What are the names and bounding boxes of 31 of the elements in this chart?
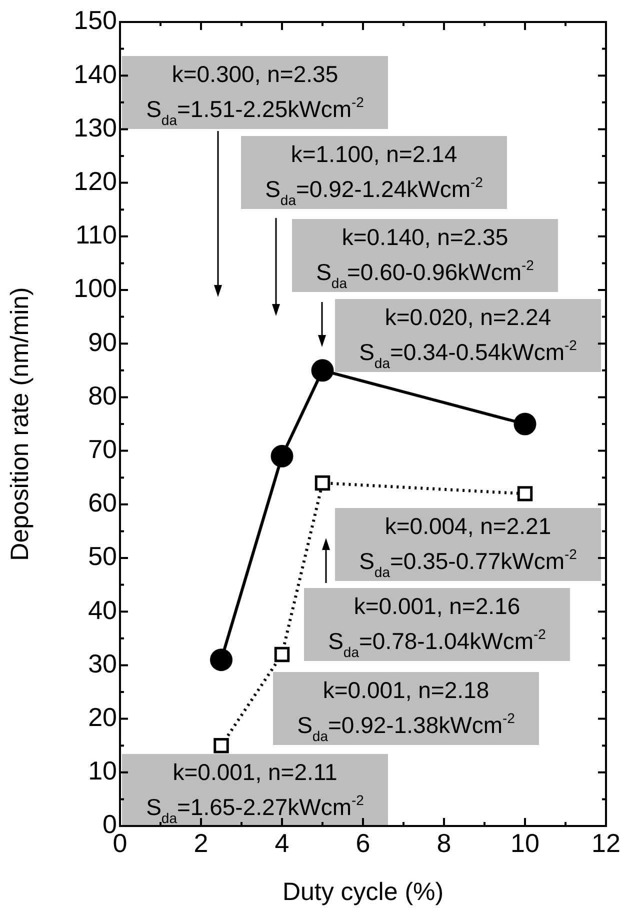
y-tick-label: 80 bbox=[88, 380, 117, 410]
x-tick-label: 2 bbox=[194, 828, 208, 858]
point bbox=[210, 648, 232, 672]
x-tick-label: 8 bbox=[436, 828, 452, 858]
y-tick-label: 90 bbox=[88, 326, 117, 357]
y-tick-label: 150 bbox=[74, 5, 117, 36]
point bbox=[314, 475, 330, 491]
point bbox=[274, 646, 290, 662]
y-tick-label: 130 bbox=[74, 112, 117, 142]
x-tick-label: 12 bbox=[592, 828, 620, 858]
point bbox=[270, 444, 294, 468]
y-axis-title: Deposition rate (nm/min) bbox=[6, 287, 34, 561]
x-axis-title: Duty cycle (%) bbox=[282, 878, 444, 906]
y-tick-label: 140 bbox=[74, 58, 117, 89]
y-tick-label: 30 bbox=[88, 648, 117, 678]
x-tick-label: 10 bbox=[510, 828, 540, 858]
point bbox=[517, 486, 533, 502]
y-tick-label: 20 bbox=[88, 702, 117, 732]
y-tick-label: 120 bbox=[74, 166, 117, 196]
x-tick-label: 4 bbox=[274, 828, 290, 858]
point bbox=[311, 359, 334, 382]
y-tick-label: 10 bbox=[88, 756, 117, 786]
y-tick-label: 100 bbox=[74, 273, 117, 304]
point bbox=[514, 412, 536, 436]
y-tick-label: 50 bbox=[88, 541, 117, 572]
x-tick-label: 6 bbox=[356, 828, 370, 858]
y-tick-label: 70 bbox=[88, 434, 117, 464]
y-tick-label: 40 bbox=[88, 594, 117, 625]
y-tick-label: 60 bbox=[88, 488, 117, 518]
y-tick-label: 110 bbox=[76, 220, 117, 250]
point bbox=[214, 738, 229, 754]
